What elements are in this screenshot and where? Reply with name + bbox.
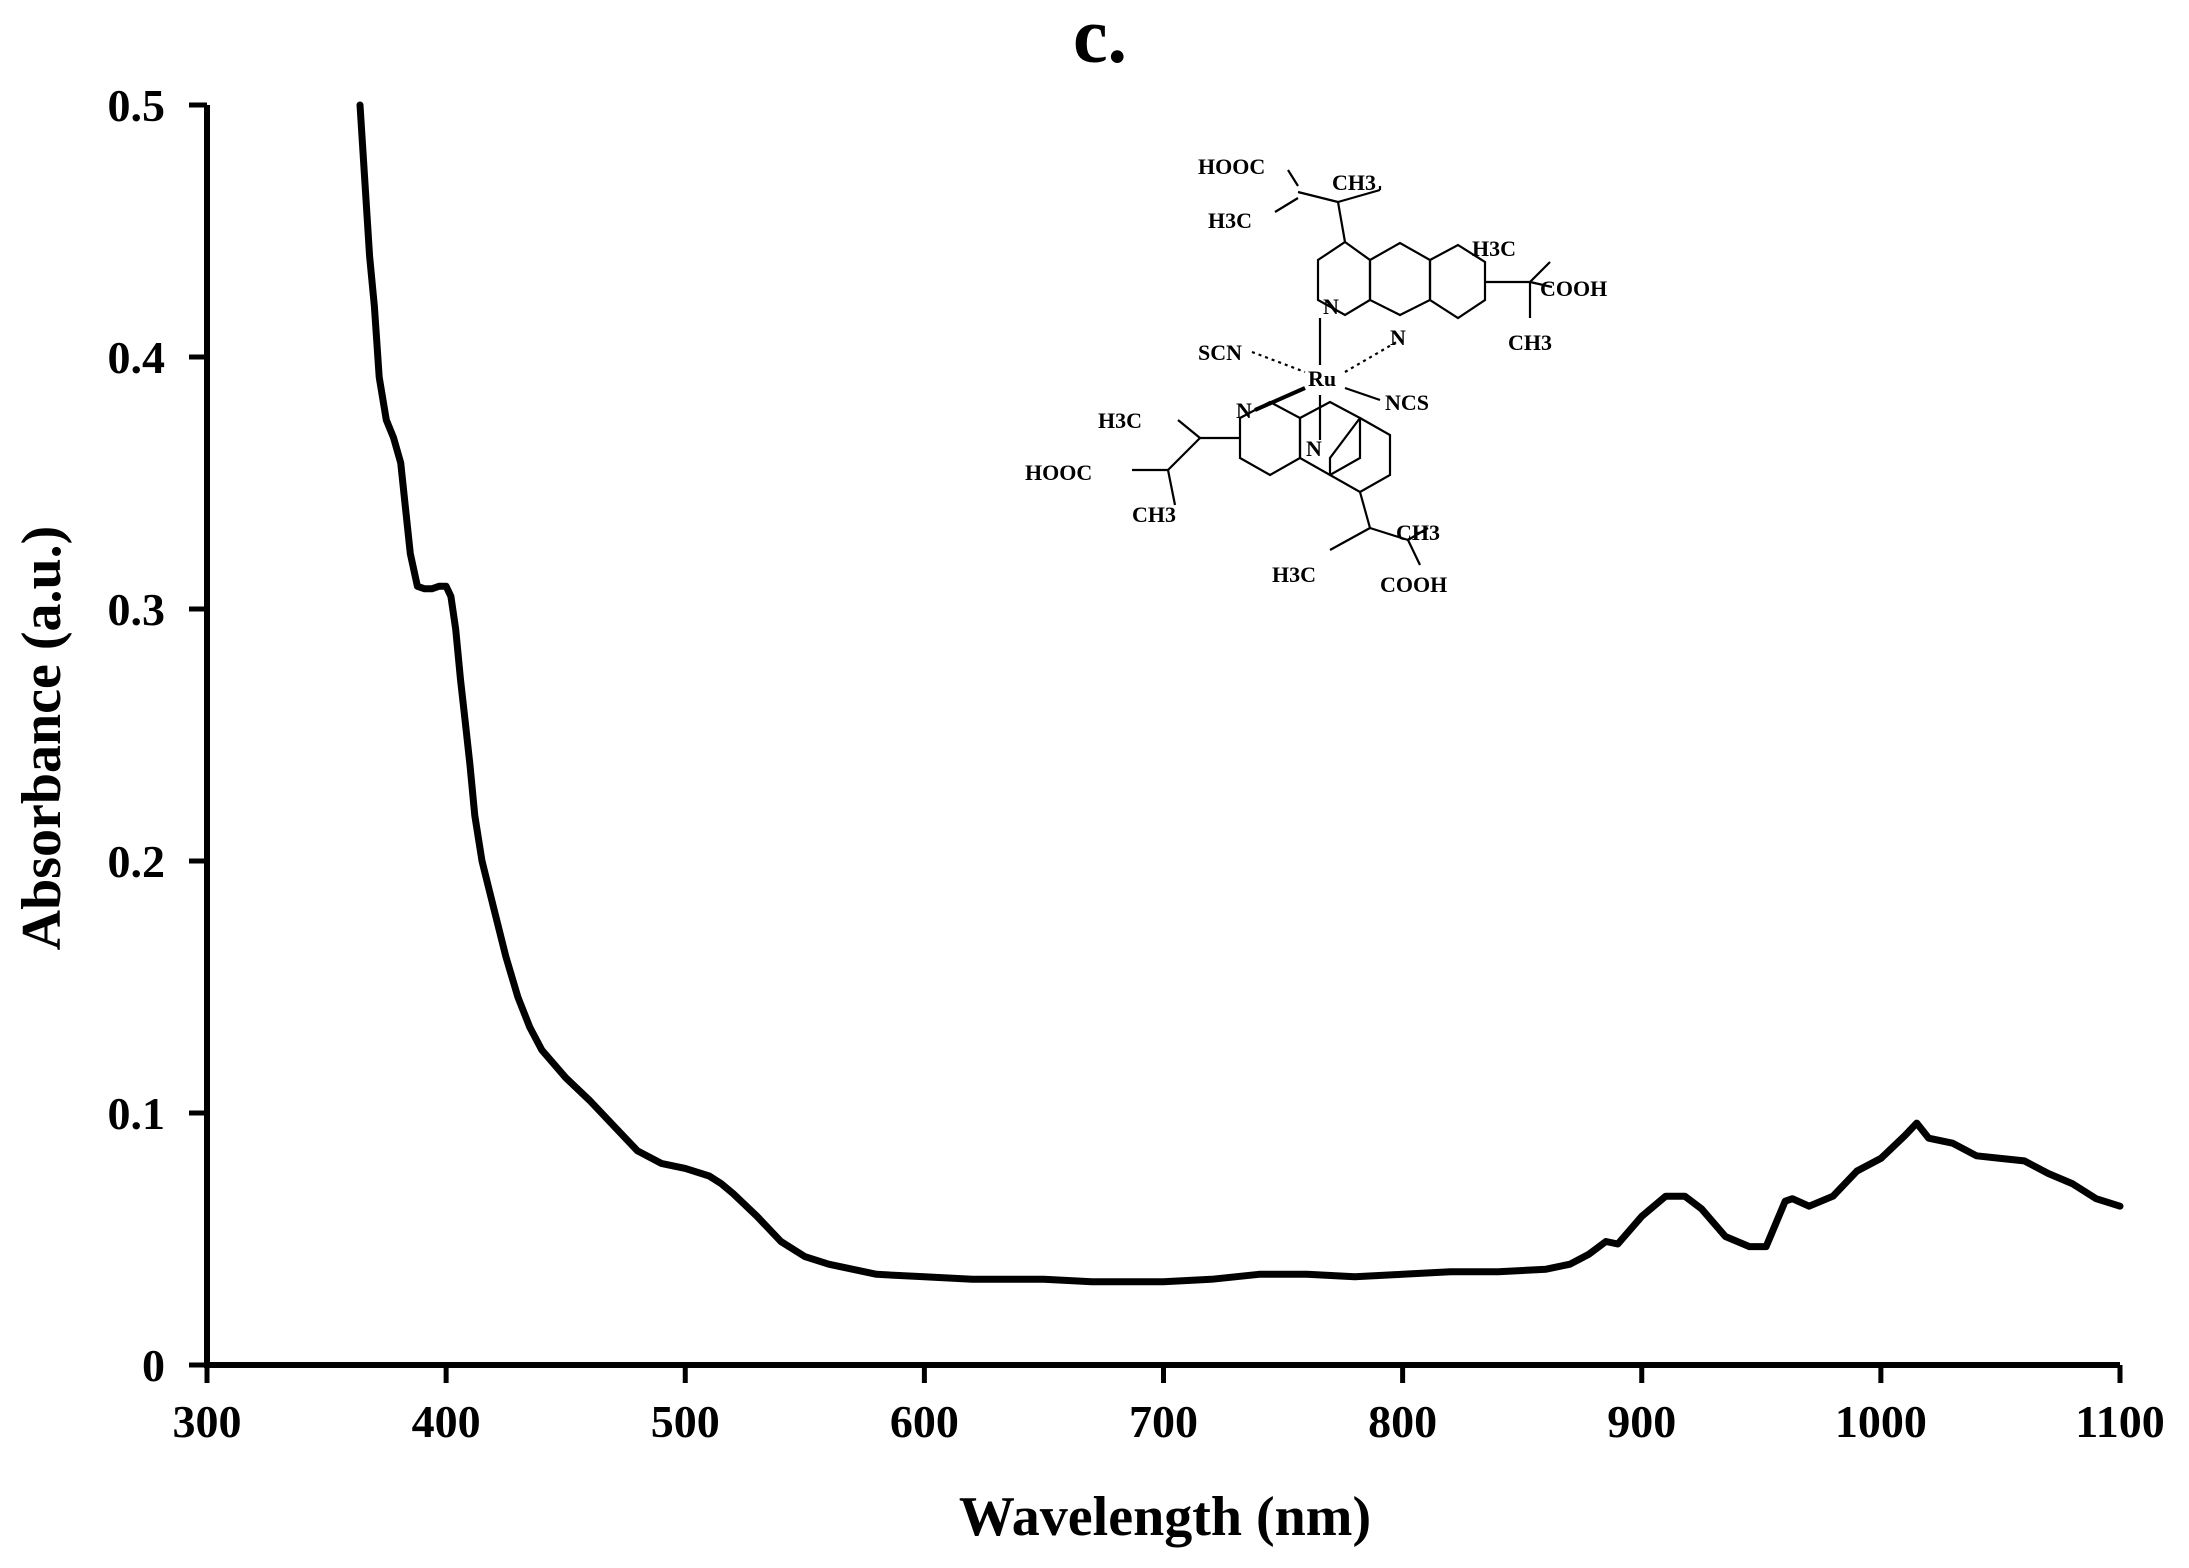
- x-tick-label: 400: [412, 1396, 481, 1447]
- group-top-h3c: H3C: [1208, 208, 1252, 233]
- ticks: 300 400 500 600 700 800 900 1000 1100 0 0.1 0.2 0.3 0…: [108, 80, 2165, 1447]
- molecule-structure: [1132, 169, 1553, 566]
- x-tick-label: 900: [1607, 1396, 1676, 1447]
- ligand-n2: N: [1390, 325, 1406, 350]
- y-tick-label: 0.4: [108, 332, 166, 383]
- group-right-ch3: CH3: [1508, 330, 1552, 355]
- y-axis-title: Absorbance (a.u.): [11, 526, 73, 951]
- x-tick-label: 800: [1368, 1396, 1437, 1447]
- metal-label: Ru: [1308, 366, 1336, 391]
- x-tick-label: 600: [890, 1396, 959, 1447]
- ligand-n1: N: [1323, 294, 1339, 319]
- absorbance-line: [356, 101, 2124, 1286]
- group-left-hooc: HOOC: [1025, 460, 1092, 485]
- group-bottom-cooh: COOH: [1380, 572, 1447, 597]
- panel-label: c.: [1073, 0, 1127, 79]
- group-top-hooc: HOOC: [1198, 154, 1265, 179]
- group-bottom-ch3: CH3: [1396, 520, 1440, 545]
- x-tick-label: 1100: [2075, 1396, 2164, 1447]
- molecule-labels: Ru SCN NCS N N N N HOOC CH3 H3C H3C COOH…: [1025, 154, 1607, 597]
- x-tick-label: 500: [651, 1396, 720, 1447]
- y-tick-label: 0.3: [108, 584, 166, 635]
- group-top-ch3: CH3: [1332, 170, 1376, 195]
- group-left-h3c: H3C: [1098, 408, 1142, 433]
- ligand-scn: SCN: [1198, 340, 1242, 365]
- y-tick-label: 0.1: [108, 1088, 166, 1139]
- y-tick-label: 0.2: [108, 836, 166, 887]
- ligand-n4: N: [1306, 436, 1322, 461]
- x-axis-title: Wavelength (nm): [959, 1486, 1371, 1548]
- ligand-ncs: NCS: [1385, 390, 1429, 415]
- x-tick-label: 700: [1129, 1396, 1198, 1447]
- series: [356, 101, 2124, 1286]
- x-tick-label: 1000: [1835, 1396, 1927, 1447]
- axes: [204, 105, 2120, 1368]
- y-tick-label: 0: [142, 1340, 165, 1391]
- group-left-ch3: CH3: [1132, 502, 1176, 527]
- group-right-cooh: COOH: [1540, 276, 1607, 301]
- ligand-n3: N: [1236, 398, 1252, 423]
- x-tick-label: 300: [173, 1396, 242, 1447]
- group-bottom-h3c: H3C: [1272, 562, 1316, 587]
- group-right-h3c: H3C: [1472, 236, 1516, 261]
- y-tick-label: 0.5: [108, 80, 166, 131]
